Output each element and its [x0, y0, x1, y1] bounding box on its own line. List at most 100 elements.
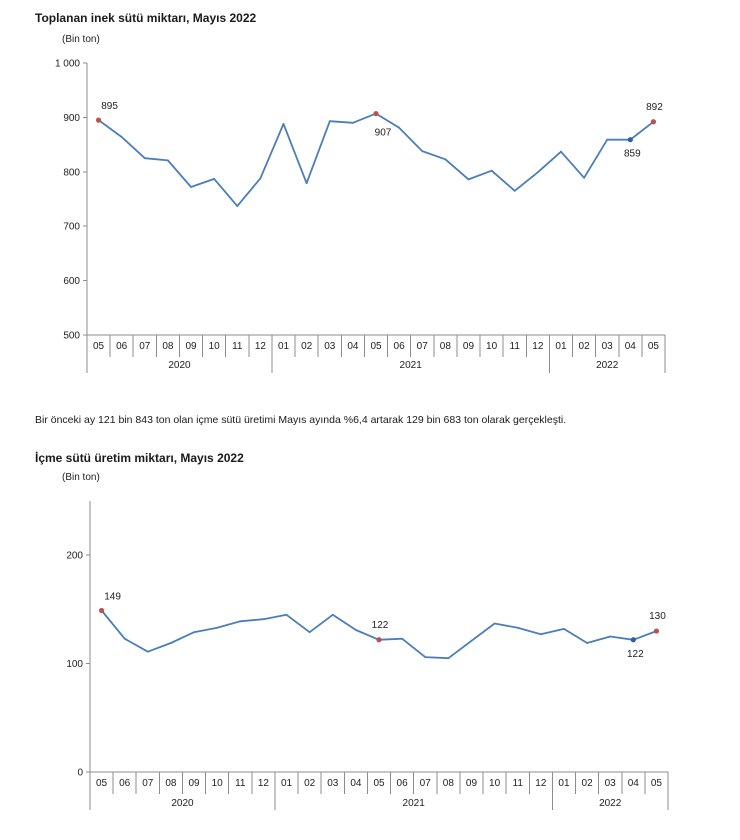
data-point: [560, 150, 562, 153]
data-point: [398, 126, 401, 129]
x-month-label: 02: [579, 341, 591, 352]
y-tick-label: 600: [63, 276, 80, 287]
data-point: [470, 639, 473, 642]
highlight-marker: [95, 117, 102, 123]
data-label: 149: [104, 591, 121, 602]
highlight-marker: [627, 137, 633, 143]
x-month-label: 05: [648, 341, 660, 352]
summary-paragraph: Bir önceki ay 121 bin 843 ton olan içme …: [35, 414, 567, 426]
data-point: [539, 633, 542, 636]
data-point: [305, 182, 308, 185]
x-month-label: 09: [466, 778, 478, 789]
x-month-label: 08: [162, 341, 174, 352]
x-month-label: 04: [347, 341, 359, 352]
highlight-marker: [650, 119, 657, 125]
x-month-label: 02: [304, 778, 316, 789]
data-point: [216, 626, 219, 629]
data-label: 859: [624, 149, 641, 160]
x-month-label: 11: [513, 778, 524, 789]
x-month-label: 05: [93, 341, 105, 352]
data-point: [424, 656, 427, 658]
data-point: [606, 138, 609, 141]
x-month-label: 10: [209, 341, 221, 352]
data-point: [285, 613, 288, 616]
data-point: [170, 642, 172, 644]
data-point: [563, 628, 565, 630]
data-point: [447, 657, 450, 660]
x-month-label: 07: [417, 341, 429, 352]
data-point: [490, 169, 493, 172]
x-month-label: 06: [116, 341, 128, 352]
x-year-label: 2020: [168, 360, 191, 371]
drinking-milk-chart-title: İçme sütü üretim miktarı, Mayıs 2022: [35, 451, 244, 465]
x-month-label: 07: [142, 778, 154, 789]
data-point: [467, 178, 470, 181]
x-month-label: 07: [139, 341, 151, 352]
data-point: [421, 150, 424, 153]
data-label: 892: [646, 102, 663, 113]
data-point: [143, 157, 146, 160]
x-year-label: 2021: [400, 360, 423, 371]
data-point: [123, 637, 126, 640]
data-point: [239, 620, 242, 623]
data-point: [146, 650, 149, 653]
x-month-label: 09: [185, 341, 197, 352]
data-point: [354, 629, 357, 631]
x-month-label: 01: [278, 341, 290, 352]
y-tick-label: 100: [66, 659, 83, 670]
y-tick-label: 0: [77, 768, 83, 779]
x-year-label: 2022: [596, 360, 619, 371]
data-point: [213, 177, 216, 180]
x-month-label: 05: [373, 778, 385, 789]
data-point: [444, 158, 447, 161]
highlight-marker: [373, 110, 379, 117]
data-point: [282, 123, 285, 125]
x-month-label: 12: [258, 778, 270, 789]
x-month-label: 03: [324, 341, 336, 352]
data-point: [308, 631, 311, 634]
x-year-label: 2020: [171, 798, 194, 809]
data-point: [536, 171, 539, 174]
data-point: [586, 642, 588, 644]
y-tick-label: 800: [63, 167, 80, 178]
data-point: [513, 189, 516, 192]
highlight-marker: [630, 637, 636, 643]
data-point: [328, 120, 331, 123]
data-point: [516, 626, 519, 629]
data-point: [401, 637, 404, 640]
y-tick-label: 500: [63, 331, 80, 342]
x-month-label: 09: [188, 778, 200, 789]
x-year-label: 2021: [403, 798, 426, 809]
data-label: 122: [372, 620, 389, 631]
x-month-label: 02: [582, 778, 594, 789]
drinking-milk-line-chart: 0 100 200 05 06 07 08 09 10 11 12 01 02 03 04 05 06 07 08 0…: [66, 501, 669, 810]
x-month-label: 05: [370, 341, 382, 352]
x-year-label: 2022: [599, 798, 622, 809]
data-label: 895: [101, 101, 118, 112]
data-point: [331, 613, 334, 616]
x-month-label: 06: [397, 778, 409, 789]
milk-collected-line-chart: 500 600 700 800 900 1 000 05 06 07 08 09 10 11 12 01 02…: [55, 59, 666, 373]
data-point: [120, 136, 123, 138]
highlight-marker: [653, 628, 660, 634]
x-month-label: 12: [255, 341, 267, 352]
x-month-label: 09: [463, 341, 475, 352]
data-point: [193, 631, 195, 634]
data-point: [262, 618, 265, 621]
data-label: 130: [649, 611, 666, 622]
x-month-label: 01: [558, 778, 570, 789]
x-month-label: 08: [165, 778, 177, 789]
x-month-label: 12: [535, 778, 547, 789]
x-month-label: 07: [420, 778, 432, 789]
y-tick-label: 200: [66, 551, 83, 562]
drinking-milk-unit-label: (Bin ton): [62, 472, 100, 483]
data-point: [236, 205, 239, 207]
data-point: [351, 121, 354, 124]
y-tick-label: 700: [63, 222, 80, 233]
x-month-label: 06: [119, 778, 131, 789]
milk-collected-unit-label: (Bin ton): [62, 34, 100, 45]
x-month-label: 03: [605, 778, 617, 789]
y-tick-label: 1 000: [55, 59, 80, 70]
data-point: [493, 622, 496, 625]
